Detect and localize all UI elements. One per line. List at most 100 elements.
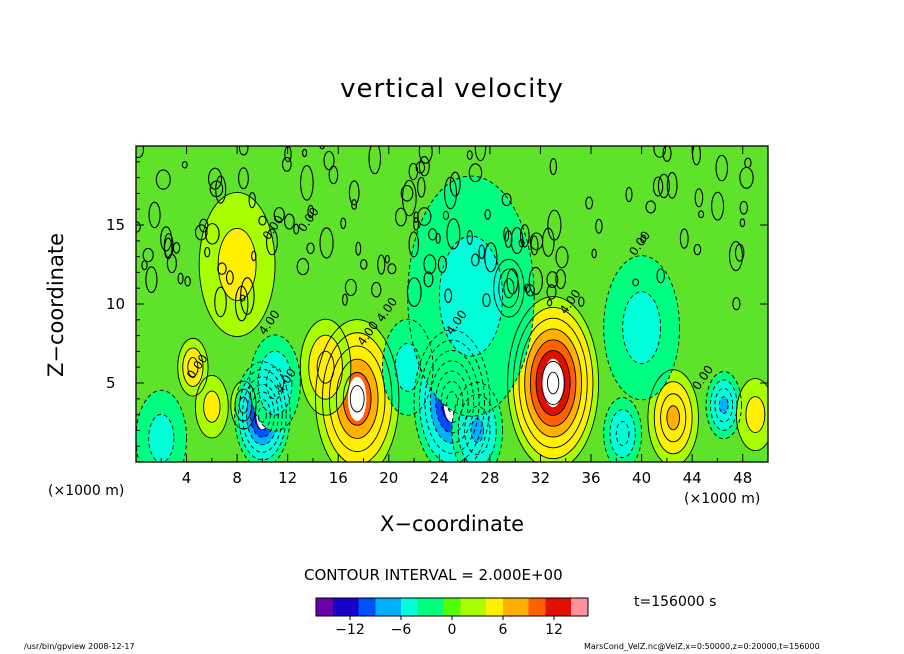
- contour-loop: [546, 284, 557, 300]
- contour-loop: [283, 213, 295, 230]
- contour-loop: [478, 244, 486, 260]
- contour-loop: [656, 268, 665, 284]
- contour-loop: [442, 210, 450, 221]
- x-unit-label-left: (×1000 m): [48, 483, 125, 499]
- contour-loop: [160, 226, 173, 252]
- colorbar-swatch: [528, 598, 538, 616]
- colorbar-swatch: [341, 598, 351, 616]
- contour-line: [498, 268, 520, 308]
- contour-loop: [739, 200, 748, 215]
- y-tick-label: 10: [106, 295, 126, 313]
- contour-line: [653, 381, 693, 455]
- contour-line: [136, 389, 188, 462]
- field-cell: [177, 338, 209, 397]
- colorbar-swatch: [571, 598, 580, 616]
- contour-loop: [503, 226, 510, 242]
- contour-line: [250, 391, 275, 438]
- contour-loop: [238, 167, 249, 190]
- contour-loop: [728, 240, 743, 272]
- contour-line: [735, 378, 768, 452]
- field-peak: [348, 376, 367, 421]
- contour-loop: [145, 266, 158, 293]
- field-level: [266, 366, 284, 400]
- contour-line: [660, 393, 687, 443]
- contour-line: [194, 375, 229, 439]
- colorbar-swatch: [443, 598, 453, 616]
- colorbar-swatch: [579, 598, 589, 616]
- contour-loop: [739, 218, 746, 228]
- x-tick-label: 8: [232, 469, 242, 487]
- contour-line: [266, 366, 284, 400]
- contour-line: [470, 417, 485, 443]
- contour-loop: [711, 191, 725, 221]
- colorbar-tick-label: −12: [335, 622, 365, 638]
- contour-loop: [474, 146, 487, 162]
- contour-loop: [239, 294, 246, 302]
- x-tick-label: 20: [379, 469, 399, 487]
- contour-loop: [519, 224, 530, 248]
- x-tick-label: 44: [682, 469, 702, 487]
- colorbar: [315, 597, 589, 620]
- contour-loop: [359, 259, 368, 270]
- contour-loop: [692, 146, 701, 166]
- contour-line: [603, 397, 643, 462]
- contour-loop: [215, 175, 227, 204]
- contour-line: [429, 360, 475, 444]
- field-peak: [543, 358, 564, 408]
- contour-loop: [437, 255, 447, 274]
- contour-loop: [418, 146, 433, 164]
- field-level: [470, 418, 484, 443]
- contour-loop: [141, 260, 148, 271]
- colorbar-swatch: [469, 598, 478, 616]
- colorbar-swatch: [384, 598, 393, 616]
- contour-line: [203, 390, 221, 423]
- contour-line: [182, 347, 204, 387]
- contour-loop: [238, 146, 249, 156]
- contour-line: [503, 278, 515, 299]
- y-tick-label: 5: [106, 374, 116, 392]
- contour-loop: [482, 293, 491, 308]
- contour-line: [217, 228, 257, 301]
- contour-line: [316, 350, 335, 384]
- contour-loop: [529, 232, 544, 251]
- contour-loop: [698, 210, 705, 219]
- field-level: [203, 391, 221, 423]
- colorbar-swatch: [392, 598, 402, 616]
- contour-loop: [301, 148, 308, 158]
- contour-loop: [632, 278, 640, 287]
- contour-loop: [377, 254, 386, 275]
- contour-loop: [344, 278, 357, 297]
- colorbar-swatch: [520, 598, 529, 616]
- colorbar-swatch: [562, 598, 572, 616]
- colorbar-swatch: [426, 598, 436, 616]
- field-level: [719, 396, 729, 414]
- colorbar-swatch: [316, 598, 325, 616]
- contour-line: [342, 371, 372, 426]
- colorbar-swatch: [401, 598, 410, 616]
- contour-line: [257, 350, 293, 416]
- colorbar-swatch: [418, 598, 427, 616]
- contour-line: [177, 337, 209, 397]
- colorbar-swatch: [511, 598, 521, 616]
- contour-line: [666, 405, 680, 431]
- field-level: [622, 291, 661, 364]
- colorbar-swatch: [452, 598, 461, 616]
- contour-loop: [555, 268, 567, 290]
- contour-line: [493, 258, 525, 318]
- footer-command: /usr/bin/gpview 2008-12-17: [24, 642, 135, 651]
- contour-line: [609, 409, 636, 459]
- field-level: [616, 421, 629, 446]
- contour-loop: [273, 207, 285, 223]
- field-level: [395, 343, 421, 392]
- contour-loop: [732, 297, 741, 311]
- colorbar-swatch: [460, 598, 470, 616]
- contour-loop: [148, 201, 161, 229]
- colorbar-swatch: [494, 598, 504, 616]
- contour-loop: [408, 231, 420, 258]
- field-cell: [736, 378, 768, 451]
- contour-loop: [194, 224, 208, 241]
- contour-line: [413, 329, 491, 462]
- x-tick-label: 40: [632, 469, 652, 487]
- contour-loop: [466, 229, 473, 245]
